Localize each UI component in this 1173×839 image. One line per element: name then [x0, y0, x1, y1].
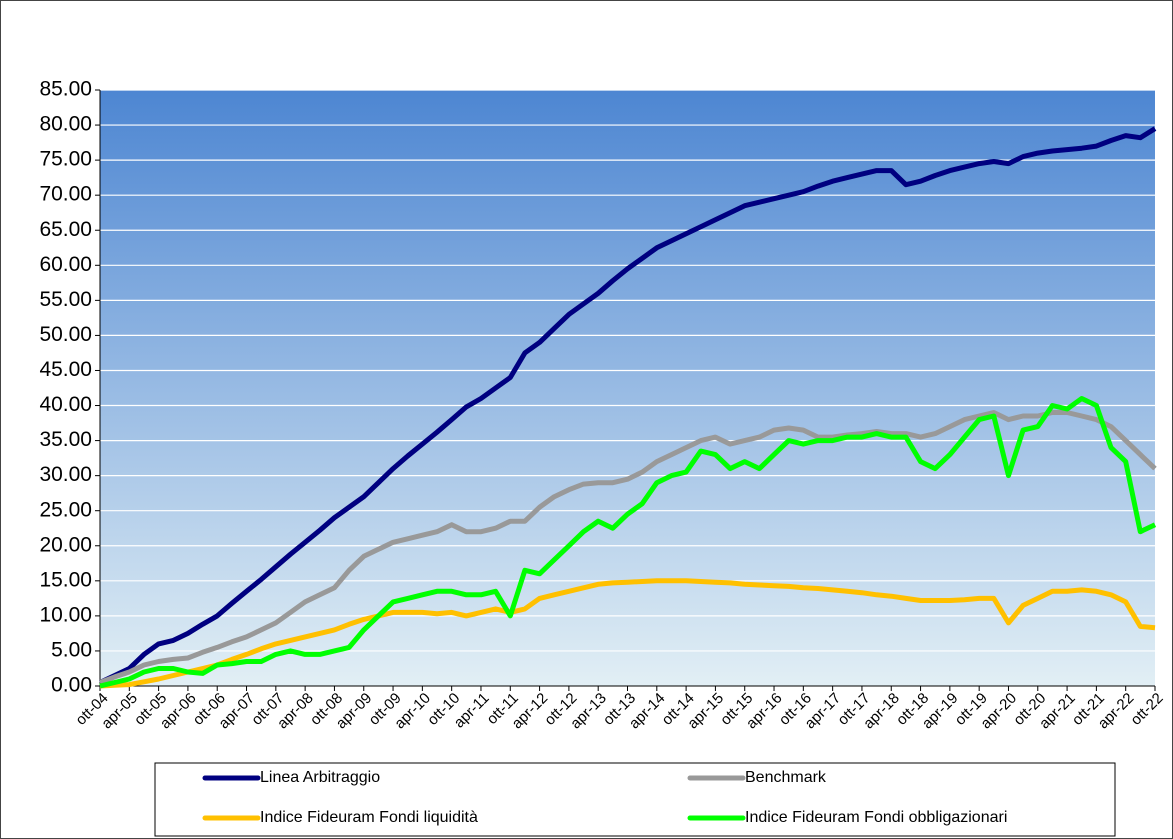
- y-tick-label: 80.00: [39, 113, 92, 136]
- y-tick-label: 10.00: [39, 603, 92, 626]
- y-tick-label: 65.00: [39, 218, 92, 241]
- y-tick-label: 15.00: [39, 568, 92, 591]
- series-line: [99, 410, 1157, 685]
- series-line: [99, 578, 1156, 689]
- y-tick-label: 45.00: [39, 358, 92, 381]
- y-tick-label: 55.00: [39, 288, 92, 311]
- y-tick-label: 30.00: [39, 463, 92, 486]
- legend-box: [154, 762, 1116, 837]
- y-tick-label: 60.00: [39, 253, 92, 276]
- y-tick-label: 25.00: [39, 498, 92, 521]
- legend-label: Indice Fideuram Fondi obbligazionari: [745, 809, 1007, 826]
- y-tick-label: 35.00: [39, 428, 92, 451]
- y-tick-label: 5.00: [51, 638, 92, 661]
- y-tick-label: 70.00: [39, 183, 92, 206]
- series-line: [99, 396, 1157, 689]
- series-line: [98, 126, 1157, 685]
- y-tick-label: 0.00: [51, 674, 92, 697]
- y-tick-label: 75.00: [39, 148, 92, 171]
- legend-label: Indice Fideuram Fondi liquidità: [260, 809, 478, 826]
- legend-label: Linea Arbitraggio: [260, 769, 380, 786]
- legend-label: Benchmark: [745, 769, 827, 786]
- plot-area: [100, 90, 1155, 686]
- y-tick-label: 85.00: [39, 78, 92, 101]
- y-tick-label: 40.00: [39, 393, 92, 416]
- y-tick-label: 50.00: [39, 323, 92, 346]
- y-tick-label: 20.00: [39, 533, 92, 556]
